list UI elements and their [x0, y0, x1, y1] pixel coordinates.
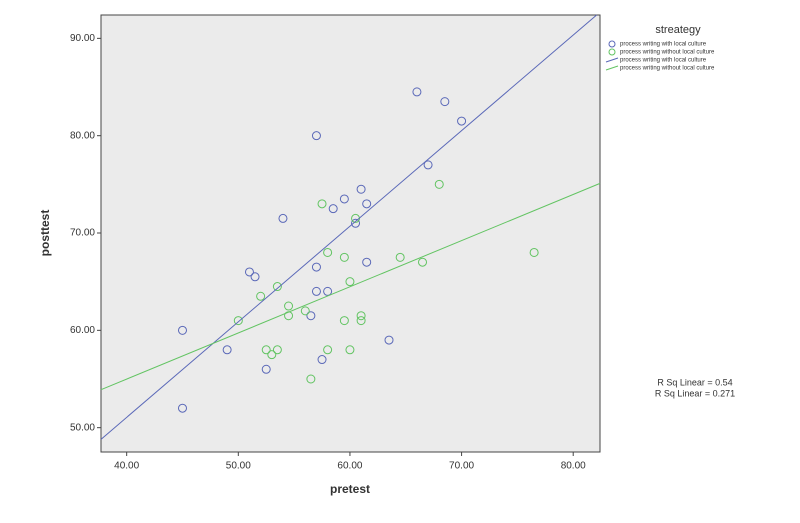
point [177, 403, 187, 413]
point [356, 311, 366, 321]
point [434, 179, 444, 189]
plot-area [100, 14, 601, 453]
x-tick-label: 70.00 [449, 461, 474, 472]
fit-line [100, 14, 597, 440]
point [440, 97, 450, 107]
x-tick-label: 40.00 [114, 461, 139, 472]
fit-line [100, 182, 601, 391]
point [384, 335, 394, 345]
point [311, 286, 321, 296]
point [317, 199, 327, 209]
point [345, 345, 355, 355]
point [250, 272, 260, 282]
y-axis-title: posttest [38, 210, 52, 257]
point [177, 325, 187, 335]
y-tick-label: 90.00 [70, 33, 95, 44]
point [278, 213, 288, 223]
y-tick-label: 60.00 [70, 325, 95, 336]
y-tick-label: 50.00 [70, 422, 95, 433]
annotation: R Sq Linear = 0.271 [655, 388, 735, 398]
legend-label: process writing with local culture [620, 42, 707, 48]
point [323, 345, 333, 355]
x-axis-title: pretest [330, 482, 370, 496]
point [345, 277, 355, 287]
point [423, 160, 433, 170]
point [300, 306, 310, 316]
point [362, 199, 372, 209]
point [418, 257, 428, 267]
legend-marker [608, 40, 616, 48]
y-tick-label: 70.00 [70, 228, 95, 239]
annotation: R Sq Linear = 0.54 [657, 377, 732, 387]
point [529, 247, 539, 257]
point [284, 301, 294, 311]
point [306, 374, 316, 384]
point [339, 316, 349, 326]
point [457, 116, 467, 126]
point [222, 345, 232, 355]
point [351, 218, 361, 228]
legend-label: process writing with local culture [620, 58, 707, 64]
point [267, 350, 277, 360]
point [356, 184, 366, 194]
point [412, 87, 422, 97]
y-tick-label: 80.00 [70, 130, 95, 141]
point [317, 355, 327, 365]
point [362, 257, 372, 267]
point [328, 204, 338, 214]
point [395, 252, 405, 262]
point [272, 282, 282, 292]
legend-title: streategy [655, 24, 701, 36]
point [311, 262, 321, 272]
point [339, 194, 349, 204]
point [323, 286, 333, 296]
point [306, 311, 316, 321]
point [356, 316, 366, 326]
legend-label: process writing without local culture [620, 50, 715, 56]
point [256, 291, 266, 301]
point [272, 345, 282, 355]
x-tick-label: 80.00 [561, 461, 586, 472]
point [261, 345, 271, 355]
legend-marker [608, 48, 616, 56]
x-tick-label: 60.00 [337, 461, 362, 472]
point [261, 364, 271, 374]
point [339, 252, 349, 262]
legend-line [605, 57, 619, 63]
legend-label: process writing without local culture [620, 66, 715, 72]
legend-line [605, 65, 619, 71]
point [323, 247, 333, 257]
point [244, 267, 254, 277]
point [311, 131, 321, 141]
x-tick-label: 50.00 [226, 461, 251, 472]
point [233, 316, 243, 326]
